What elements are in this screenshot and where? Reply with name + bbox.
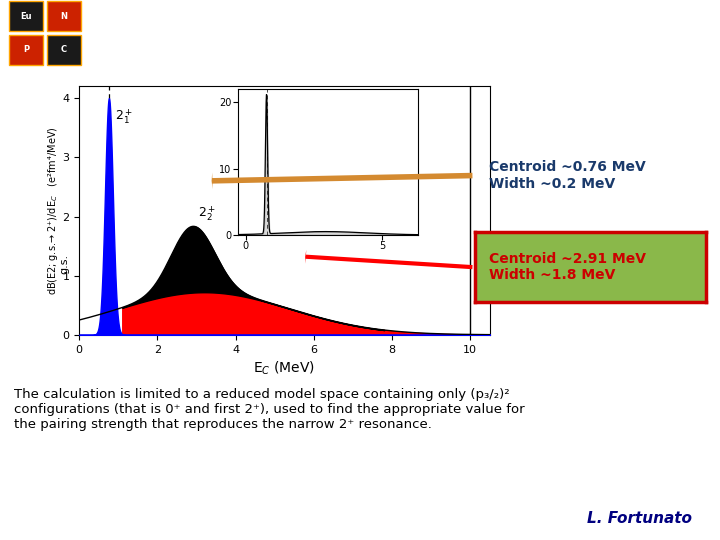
Bar: [9, 35, 43, 65]
Text: C: C: [61, 45, 67, 55]
Text: Eu: Eu: [20, 12, 32, 21]
X-axis label: E$_C$ (MeV): E$_C$ (MeV): [253, 360, 315, 377]
Text: $2_2^+$: $2_2^+$: [197, 205, 216, 224]
Text: Quadrupole E2+ response to continuum: Quadrupole E2+ response to continuum: [175, 25, 646, 45]
Text: Centroid ~0.76 MeV
Width ~0.2 MeV: Centroid ~0.76 MeV Width ~0.2 MeV: [489, 160, 646, 191]
Text: $2_1^+$: $2_1^+$: [114, 107, 133, 126]
Y-axis label: dB(E2; g.s.→ 2⁺)/dE$_C$   (e²fm⁴/MeV): dB(E2; g.s.→ 2⁺)/dE$_C$ (e²fm⁴/MeV): [45, 126, 60, 295]
Text: N: N: [60, 12, 68, 21]
Text: L. Fortunato: L. Fortunato: [587, 511, 692, 526]
Bar: [47, 2, 81, 31]
Text: P: P: [23, 45, 29, 55]
Text: Centroid ~2.91 MeV
Width ~1.8 MeV: Centroid ~2.91 MeV Width ~1.8 MeV: [489, 252, 646, 282]
Text: g.s.: g.s.: [59, 254, 69, 274]
Bar: [9, 2, 43, 31]
Text: The calculation is limited to a reduced model space containing only (p₃/₂)²
conf: The calculation is limited to a reduced …: [14, 388, 525, 431]
Bar: [47, 35, 81, 65]
